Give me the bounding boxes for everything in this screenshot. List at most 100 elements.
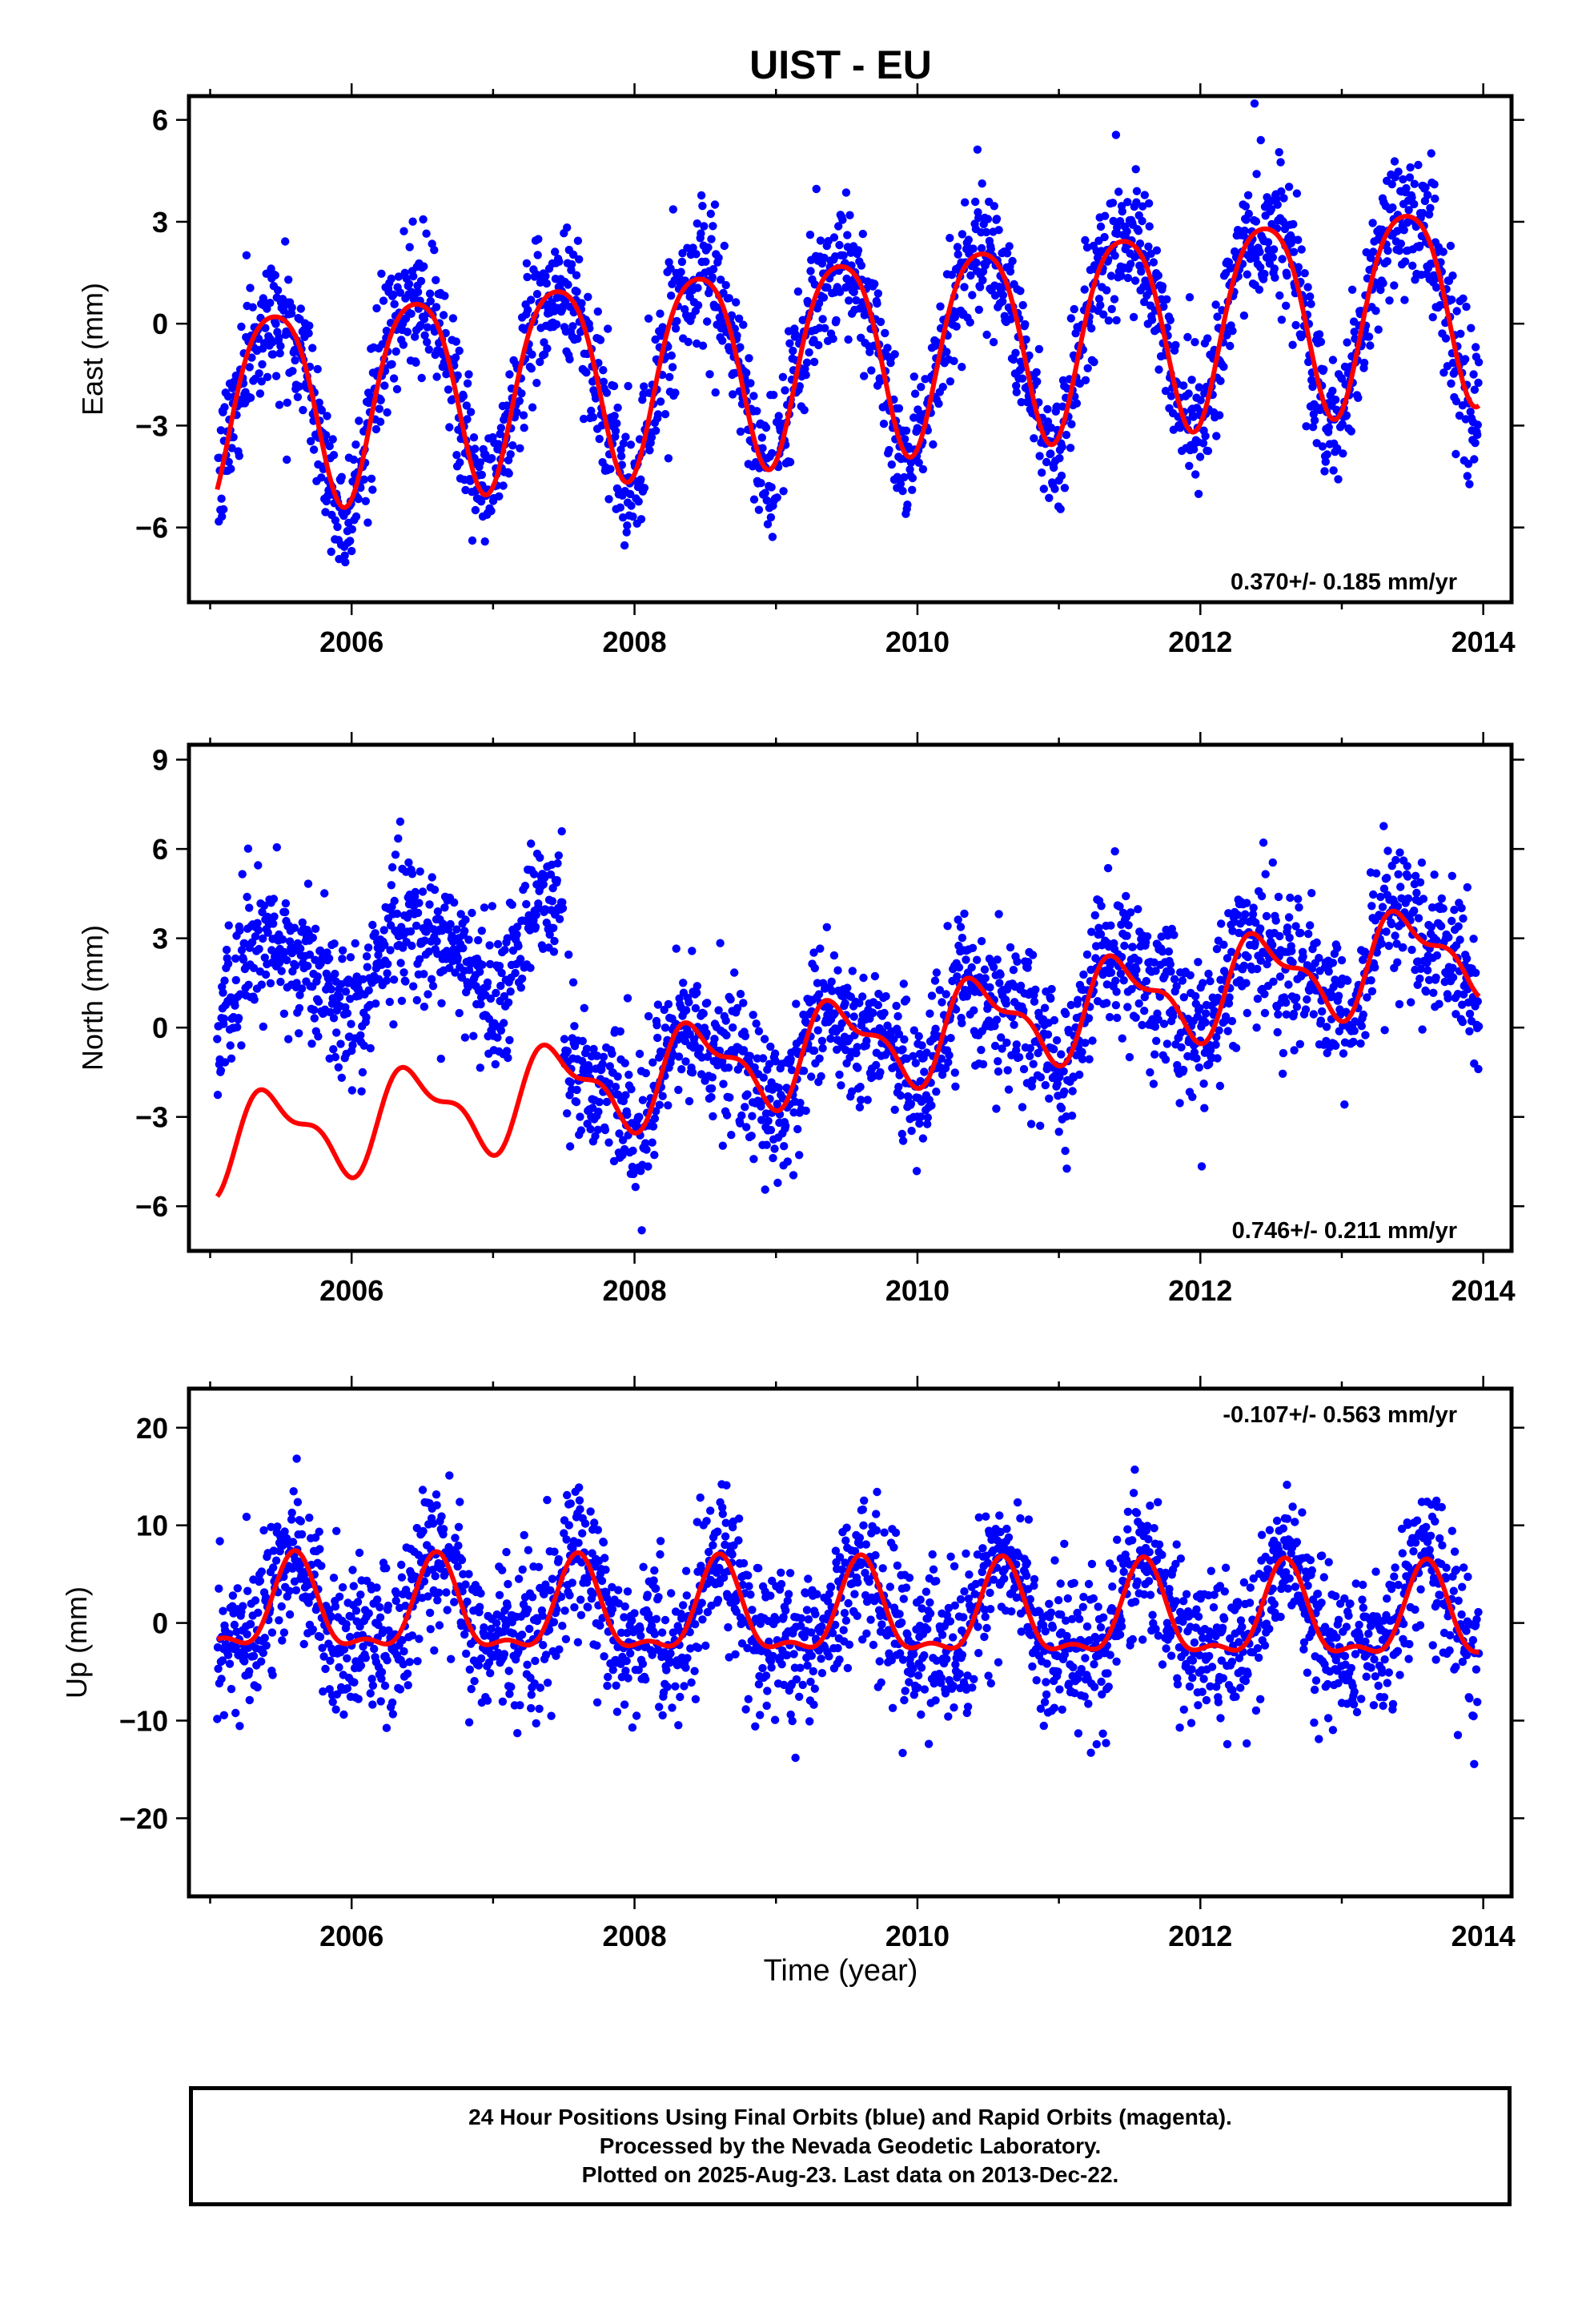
up-data-point <box>373 1595 382 1604</box>
east-data-point <box>829 334 837 344</box>
north-data-point <box>476 967 484 976</box>
east-data-point <box>1289 247 1299 256</box>
north-data-point <box>1127 985 1136 994</box>
east-data-point <box>1158 282 1167 291</box>
north-data-point <box>1268 940 1277 950</box>
north-data-point <box>593 1125 602 1135</box>
north-data-point <box>400 968 408 977</box>
north-data-point <box>737 1111 746 1120</box>
north-data-point <box>1395 999 1404 1009</box>
east-data-point <box>1018 300 1027 310</box>
up-data-point <box>342 1620 351 1629</box>
up-data-point <box>332 1526 341 1536</box>
east-data-point <box>761 489 769 497</box>
east-data-point <box>841 188 851 197</box>
east-data-point <box>785 457 795 467</box>
north-data-point <box>1248 910 1258 919</box>
north-data-point <box>1290 1046 1299 1055</box>
east-data-point <box>604 324 612 333</box>
east-data-point <box>626 489 635 499</box>
up-data-point <box>335 1592 344 1602</box>
east-data-point <box>1279 217 1288 227</box>
north-data-point <box>1411 871 1420 881</box>
east-data-point <box>1039 485 1049 493</box>
up-data-point <box>273 1522 282 1531</box>
north-data-point <box>389 1020 398 1029</box>
east-data-point <box>409 271 418 281</box>
east-data-point <box>448 314 458 323</box>
east-data-point <box>628 512 637 521</box>
north-xtick-label: 2012 <box>1168 1274 1232 1307</box>
east-data-point <box>1465 480 1474 489</box>
north-data-point <box>926 1009 934 1018</box>
east-data-point <box>452 337 460 346</box>
north-data-point <box>1111 1001 1121 1010</box>
north-data-point <box>741 1103 749 1112</box>
east-data-point <box>640 382 648 391</box>
east-data-point <box>958 230 967 239</box>
east-data-point <box>377 269 386 278</box>
north-data-point <box>1256 956 1266 965</box>
north-data-point <box>1387 919 1396 929</box>
east-data-point <box>283 455 291 464</box>
north-data-point <box>1393 958 1402 967</box>
east-data-point <box>1118 207 1127 216</box>
north-data-point <box>338 955 347 963</box>
east-data-point <box>496 424 506 432</box>
north-data-point <box>1087 927 1096 936</box>
east-data-point <box>1439 368 1448 377</box>
east-data-point <box>468 536 477 545</box>
north-data-point <box>504 1053 512 1063</box>
east-data-point <box>645 446 654 455</box>
north-data-point <box>244 980 253 990</box>
north-data-point <box>1003 1066 1012 1075</box>
north-data-point <box>1309 1010 1319 1019</box>
east-data-point <box>555 257 564 266</box>
east-data-point <box>224 457 233 466</box>
north-data-point <box>1002 999 1011 1008</box>
north-data-point <box>397 923 406 931</box>
north-data-point <box>383 969 391 978</box>
east-data-point <box>1239 311 1249 320</box>
north-data-point <box>968 943 978 953</box>
east-data-point <box>1342 411 1351 420</box>
east-data-point <box>801 371 810 380</box>
north-data-point <box>730 968 739 977</box>
north-data-point <box>1074 995 1082 1004</box>
east-data-point <box>541 271 550 280</box>
north-data-point <box>1261 870 1270 879</box>
north-data-point <box>799 1067 809 1076</box>
east-axes-frame <box>187 94 1514 605</box>
north-data-point <box>496 1026 506 1035</box>
north-data-point <box>480 903 489 912</box>
east-data-point <box>508 441 517 450</box>
north-data-point <box>1241 910 1250 919</box>
east-data-point <box>665 372 674 381</box>
north-data-point <box>631 1183 640 1192</box>
east-data-point <box>1062 430 1071 440</box>
north-data-point <box>1306 921 1315 930</box>
east-data-point <box>661 410 670 419</box>
east-data-point <box>564 280 572 289</box>
north-data-point <box>652 1107 661 1116</box>
up-data-point <box>215 1537 224 1546</box>
east-data-point <box>1081 376 1090 384</box>
east-data-point <box>255 389 265 398</box>
east-data-point <box>1368 219 1377 227</box>
east-data-point <box>1144 242 1153 251</box>
north-data-point <box>455 1008 464 1018</box>
north-data-point <box>1417 858 1427 867</box>
up-data-point <box>384 1626 393 1635</box>
east-data-point <box>1012 381 1021 390</box>
north-data-point <box>450 898 459 907</box>
north-data-point <box>254 926 263 935</box>
north-data-point <box>329 1045 338 1054</box>
east-data-point <box>1347 427 1356 436</box>
east-data-point <box>838 215 847 224</box>
east-data-point <box>528 350 536 359</box>
north-data-point <box>576 1112 584 1121</box>
east-data-point <box>613 403 622 412</box>
up-data-point <box>240 1651 250 1660</box>
north-data-point <box>1225 993 1234 1002</box>
north-data-point <box>491 1059 500 1069</box>
